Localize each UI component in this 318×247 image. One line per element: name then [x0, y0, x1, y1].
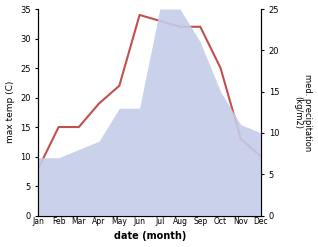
X-axis label: date (month): date (month): [114, 231, 186, 242]
Y-axis label: med. precipitation
(kg/m2): med. precipitation (kg/m2): [293, 74, 313, 151]
Y-axis label: max temp (C): max temp (C): [5, 81, 15, 144]
